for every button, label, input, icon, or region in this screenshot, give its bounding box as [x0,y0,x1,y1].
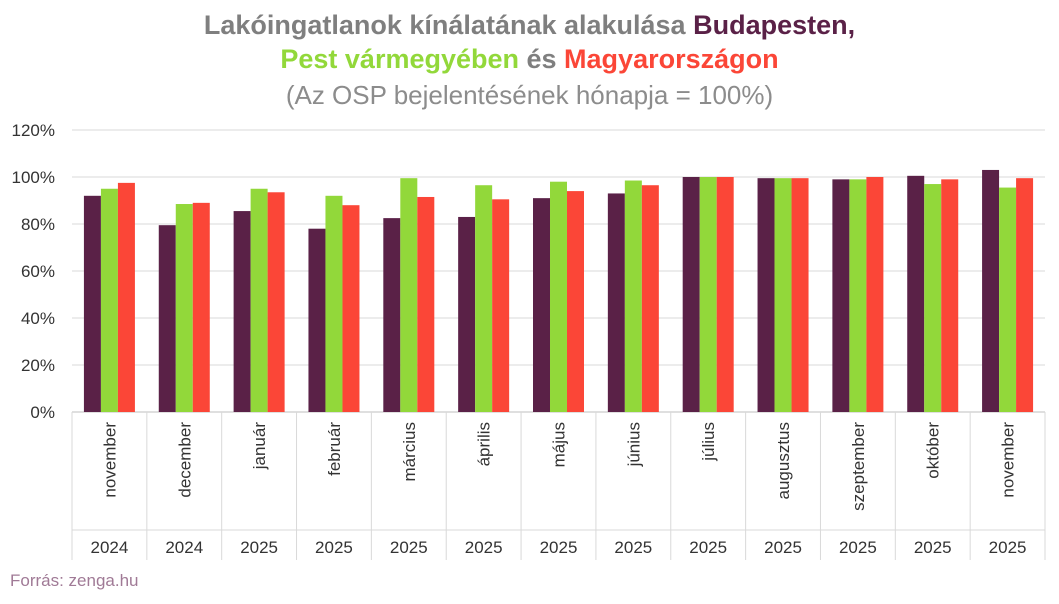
x-year-label: 2025 [689,538,727,557]
bar [100,188,118,412]
bar [192,202,210,412]
x-year-label: 2025 [614,538,652,557]
x-tick-label: szeptember [849,422,868,511]
bar [83,195,101,412]
bar [774,178,792,412]
bar [250,188,268,412]
bar [175,204,193,412]
bar [607,193,625,412]
bar [567,191,584,412]
x-tick-label: november [100,422,119,498]
title-prefix: Lakóingatlanok kínálatának alakulása [203,10,694,40]
bar [417,196,435,412]
chart-subtitle: (Az OSP bejelentésének hónapja = 100%) [285,80,774,110]
bar [791,178,809,412]
bar [325,195,343,412]
x-tick-label: március [400,422,419,482]
bar [458,216,476,412]
bar [924,184,942,412]
bar [682,177,700,412]
y-tick-label: 20% [21,356,55,375]
y-tick-label: 0% [30,403,55,422]
x-year-label: 2025 [839,538,877,557]
x-year-label: 2025 [989,538,1027,557]
bar [907,175,925,412]
bar [158,225,176,412]
x-year-label: 2025 [914,538,952,557]
bar [342,205,360,412]
title-pest: Pest vármegyében [280,44,519,74]
bar [533,198,550,412]
x-tick-label: augusztus [774,422,793,500]
bar [699,177,717,412]
x-tick-label: május [550,422,569,467]
x-tick-label: július [699,422,718,462]
bar [400,178,418,412]
bar [267,192,285,412]
bar [624,180,642,412]
bar [492,199,510,412]
bar [999,187,1017,412]
title-magyarorszag: Magyarországon [564,44,779,74]
bar [550,181,567,412]
x-tick-label: április [475,422,494,466]
y-tick-label: 60% [21,262,55,281]
chart-title-line1: Lakóingatlanok kínálatának alakulása Bud… [0,10,1059,41]
bar [1016,178,1034,412]
bar [832,179,850,412]
bar [866,177,884,412]
x-tick-label: november [999,422,1018,498]
bar [757,178,775,412]
bar [233,211,251,412]
bar [941,179,959,412]
x-tick-label: december [175,422,194,498]
x-year-label: 2025 [465,538,503,557]
x-year-label: 2025 [390,538,428,557]
bar [308,228,326,412]
y-tick-label: 80% [21,215,55,234]
x-tick-label: június [624,422,643,467]
y-tick-label: 100% [12,168,55,187]
x-year-label: 2025 [315,538,353,557]
x-year-label: 2025 [764,538,802,557]
x-tick-label: október [924,422,943,479]
bar [716,177,734,412]
x-tick-label: január [250,422,269,471]
x-year-label: 2024 [91,538,129,557]
x-year-label: 2025 [240,538,278,557]
y-tick-label: 120% [12,121,55,140]
bar [641,185,659,412]
x-year-label: 2025 [540,538,578,557]
title-budapest: Budapesten, [693,10,856,40]
chart-title-line2: Pest vármegyében és Magyarországon [0,44,1059,75]
bar [982,169,1000,412]
bar [849,179,867,412]
bar [383,218,401,412]
x-year-label: 2024 [165,538,203,557]
x-tick-label: február [325,422,344,476]
bar [117,182,135,412]
bar [475,185,493,412]
title-and: és [519,44,565,74]
source-label: Forrás: zenga.hu [10,571,139,590]
y-tick-label: 40% [21,309,55,328]
